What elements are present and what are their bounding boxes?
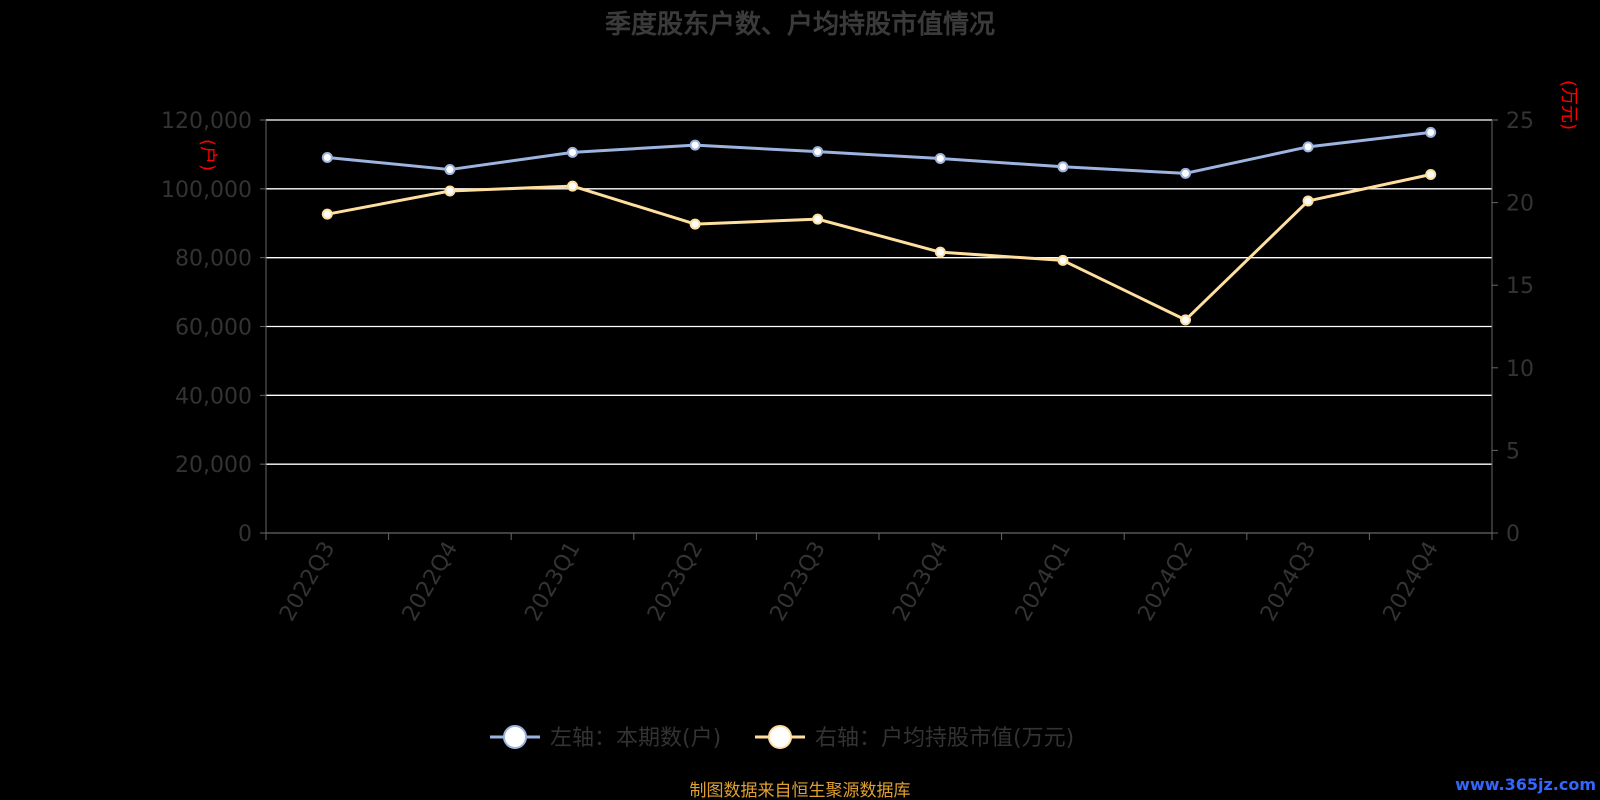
data-point[interactable] [321,208,333,220]
data-point[interactable] [812,146,824,158]
left-tick-label: 60,000 [175,316,252,341]
x-tick-label: 2024Q3 [1256,538,1321,626]
x-tick-label: 2023Q2 [643,538,708,626]
right-tick-label: 25 [1506,109,1534,134]
chart-title: 季度股东户数、户均持股市值情况 [605,9,995,40]
x-tick-label: 2022Q3 [275,538,340,626]
legend-item[interactable]: 右轴：户均持股市值(万元) [755,725,1074,751]
left-tick-label: 80,000 [175,247,252,272]
data-point[interactable] [567,146,578,158]
data-point[interactable] [444,164,456,176]
data-point[interactable] [1425,169,1437,181]
legend-item[interactable]: 左轴：本期数(户) [490,725,721,751]
data-point[interactable] [934,246,946,258]
data-point[interactable] [1302,195,1314,207]
legend-marker [768,725,792,749]
right-tick-label: 15 [1506,274,1534,299]
data-point[interactable] [812,213,824,225]
x-tick-label: 2022Q4 [398,538,463,626]
left-axis-unit-label: (户) [197,139,218,171]
data-point[interactable] [1302,141,1314,153]
data-point[interactable] [689,218,701,230]
source-note: 制图数据来自恒生聚源数据库 [690,781,911,800]
series-line-avg-holding-value [327,173,1432,322]
legend-marker [503,725,527,749]
right-axis-unit-label: (万元) [1558,80,1579,130]
legend-label: 右轴：户均持股市值(万元) [815,726,1074,751]
x-tick-label: 2024Q4 [1379,538,1444,626]
right-tick-label: 20 [1506,192,1534,217]
data-point[interactable] [1425,126,1437,138]
legend[interactable]: 左轴：本期数(户) 右轴：户均持股市值(万元) [490,725,1074,751]
data-point[interactable] [1180,167,1191,179]
left-tick-label: 40,000 [175,384,252,409]
x-tick-label: 2024Q1 [1011,538,1076,626]
right-tick-label: 5 [1506,439,1520,464]
watermark: www.365jz.com [1455,775,1596,794]
data-point[interactable] [567,180,578,192]
data-point[interactable] [321,152,333,164]
left-tick-label: 100,000 [161,178,252,203]
left-tick-label: 120,000 [161,109,252,134]
data-point[interactable] [1057,161,1069,173]
data-point[interactable] [1180,314,1191,326]
x-tick-label: 2023Q3 [766,538,831,626]
x-tick-label: 2023Q1 [520,538,585,626]
data-point[interactable] [444,185,456,197]
series-line-shareholders [327,130,1431,175]
left-tick-label: 20,000 [175,453,252,478]
right-tick-label: 10 [1506,357,1534,382]
legend-label: 左轴：本期数(户) [550,726,721,751]
series-layer [321,126,1437,326]
left-tick-label: 0 [238,522,252,547]
data-point[interactable] [1057,254,1069,266]
data-point[interactable] [689,139,701,151]
right-tick-label: 0 [1506,522,1520,547]
x-tick-label: 2024Q2 [1133,538,1198,626]
axes: 0 20,000 40,000 60,000 80,000 100,000 120,000 0… [161,109,1534,626]
data-point[interactable] [934,153,946,165]
x-tick-label: 2023Q4 [888,538,953,626]
